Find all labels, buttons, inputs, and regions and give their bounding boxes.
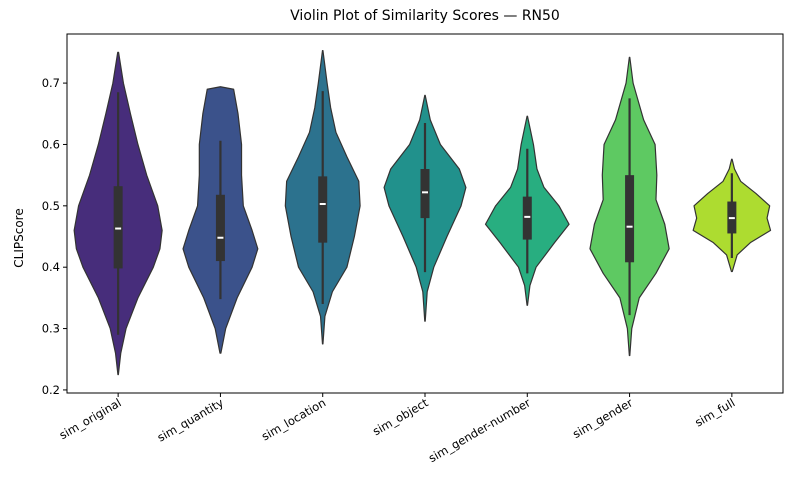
x-ticks: sim_original sim_quantity sim_location sim_… <box>57 393 737 465</box>
y-tick-label: 0.2 <box>42 383 60 397</box>
chart-title: Violin Plot of Similarity Scores — RN50 <box>290 8 560 24</box>
x-tick-label: sim_gender-number <box>426 395 533 465</box>
y-tick-label: 0.4 <box>42 260 60 274</box>
violins-group <box>73 49 772 376</box>
x-tick-label: sim_original <box>57 395 124 442</box>
y-tick-label: 0.5 <box>42 199 60 213</box>
y-tick-label: 0.3 <box>42 322 60 336</box>
x-tick-label: sim_gender <box>570 395 635 441</box>
iqr-box-sim_gender <box>625 175 635 263</box>
y-tick-label: 0.7 <box>42 76 60 90</box>
y-axis-label: CLIPScore <box>12 208 26 267</box>
x-tick-label: sim_location <box>259 395 328 443</box>
iqr-box-sim_gender-number <box>522 196 532 240</box>
y-tick-label: 0.6 <box>42 137 60 151</box>
iqr-box-sim_object <box>420 169 430 219</box>
iqr-box-sim_original <box>113 186 123 269</box>
y-ticks: 0.2 0.3 0.4 0.5 0.6 0.7 <box>42 76 67 397</box>
iqr-box-sim_location <box>318 176 328 243</box>
plot-frame <box>66 33 784 394</box>
x-tick-label: sim_object <box>370 395 431 438</box>
iqr-box-sim_quantity <box>215 194 225 262</box>
x-tick-label: sim_quantity <box>155 395 226 444</box>
x-tick-label: sim_full <box>692 395 737 429</box>
